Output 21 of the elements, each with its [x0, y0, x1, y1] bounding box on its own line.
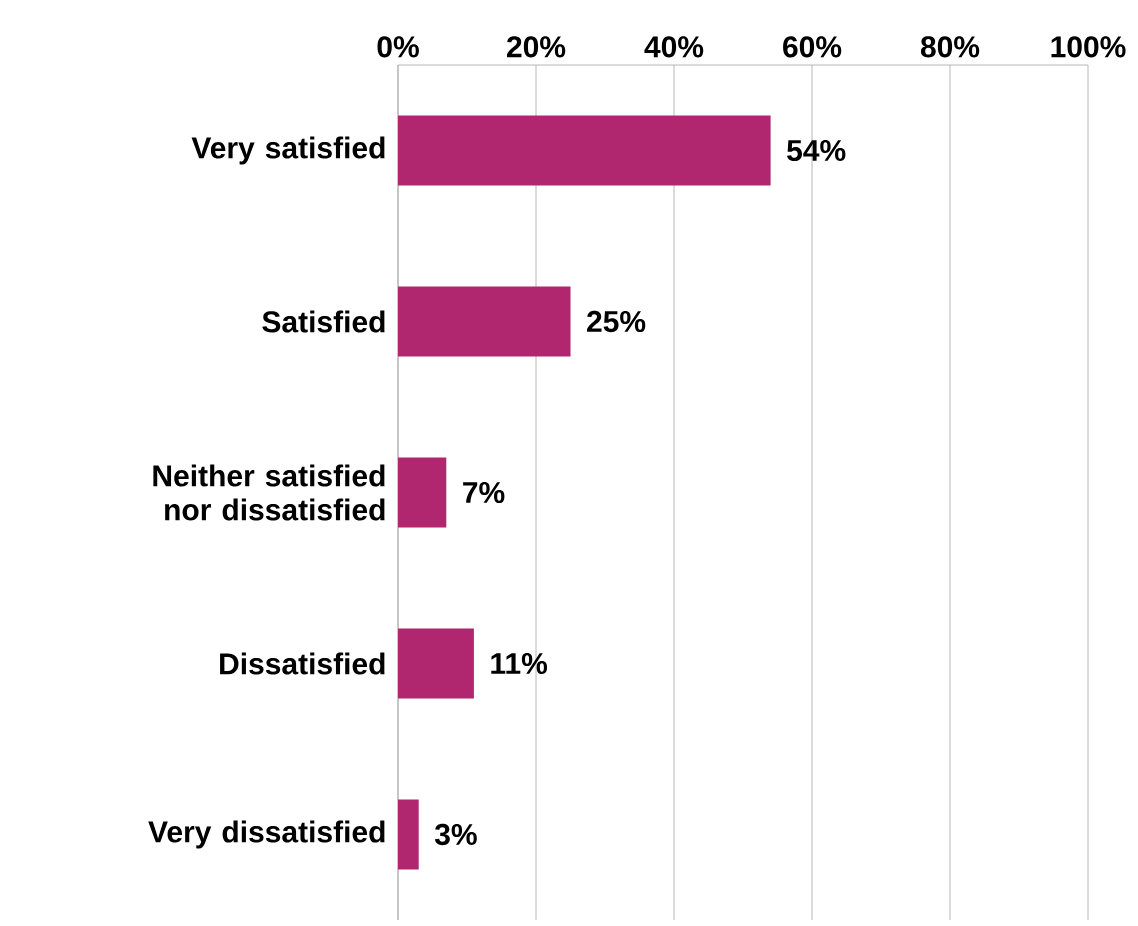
y-tick-label: Very dissatisfied	[148, 820, 385, 849]
x-tick-label: 40%	[644, 36, 704, 58]
bar	[398, 457, 447, 528]
data-label: 11%	[491, 652, 548, 675]
x-tick-label: 20%	[507, 36, 566, 58]
bar	[398, 799, 419, 870]
bar	[398, 115, 771, 186]
bar	[398, 286, 571, 357]
x-tick-label: 80%	[920, 36, 980, 58]
x-tick-label: 0%	[377, 36, 419, 58]
y-tick-label: Very satisfied	[191, 136, 385, 165]
x-tick-label: 100%	[1051, 36, 1126, 58]
data-label: 3%	[434, 823, 477, 846]
data-label: 54%	[787, 139, 846, 162]
data-label: 25%	[587, 310, 646, 333]
y-tick-label: Satisfied	[262, 310, 385, 333]
y-tick-label: Neither satisfied nor dissatisfied	[153, 464, 385, 521]
x-tick-label: 60%	[783, 36, 842, 58]
data-label: 7%	[463, 481, 505, 504]
y-tick-label: Dissatisfied	[220, 652, 385, 675]
bar	[398, 628, 474, 699]
